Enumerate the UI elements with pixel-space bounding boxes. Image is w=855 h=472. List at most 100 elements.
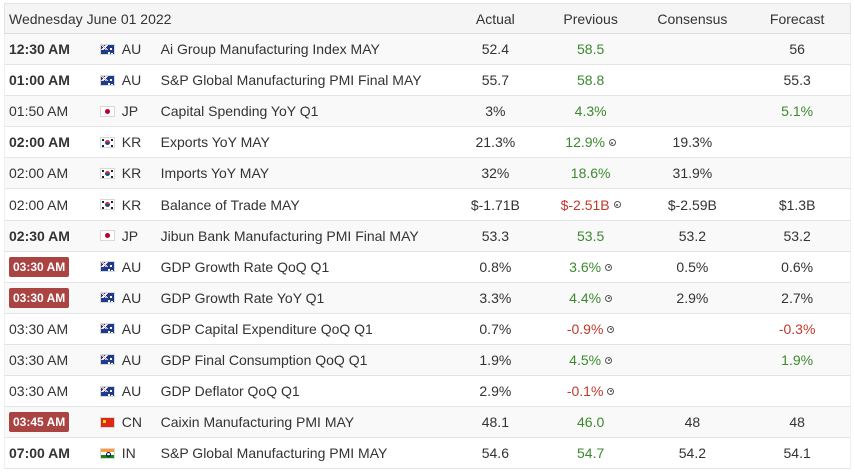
time-cell: 03:45 AM	[5, 412, 97, 433]
forecast-cell: 2.7%	[744, 290, 850, 306]
time-badge: 03:45 AM	[9, 412, 70, 433]
actual-value: 21.3%	[475, 134, 516, 151]
event-link[interactable]: Exports YoY MAY	[160, 134, 270, 151]
consensus-value: 54.2	[678, 445, 707, 462]
event-link[interactable]: GDP Deflator QoQ Q1	[160, 383, 300, 400]
revised-icon[interactable]	[605, 356, 613, 364]
table-row[interactable]: 03:30 AM AU GDP Deflator QoQ Q1 2.9% -0.1%	[4, 376, 851, 408]
actual-value: 1.9%	[479, 351, 512, 368]
event-time: 03:30 AM	[9, 383, 69, 400]
forecast-column-header[interactable]: Forecast	[769, 10, 825, 27]
previous-value: 18.6%	[570, 165, 611, 182]
previous-cell: 53.5	[541, 228, 641, 244]
forecast-cell: 54.1	[744, 445, 850, 461]
event-link[interactable]: Jibun Bank Manufacturing PMI Final MAY	[160, 227, 419, 244]
time-cell: 02:00 AM	[5, 197, 97, 213]
flag-au-icon	[100, 43, 116, 55]
event-link[interactable]: Balance of Trade MAY	[160, 196, 300, 213]
forecast-cell: -0.3%	[744, 321, 850, 337]
previous-value: 58.5	[577, 41, 605, 58]
country-code: AU	[121, 351, 142, 368]
revised-icon[interactable]	[613, 201, 621, 209]
previous-value: 4.3%	[574, 103, 607, 120]
table-row[interactable]: 03:30 AM AU GDP Capital Expenditure QoQ Q1…	[4, 313, 851, 345]
event-time: 03:30 AM	[9, 320, 69, 337]
flag-cell	[97, 354, 119, 366]
forecast-value: 0.6%	[781, 258, 814, 275]
country-code: AU	[121, 320, 142, 337]
event-time: 02:00 AM	[9, 165, 69, 182]
table-row[interactable]: 03:30 AM AU GDP Growth Rate YoY Q1 3.3% 4.4%…	[4, 282, 851, 314]
time-cell: 02:00 AM	[5, 134, 97, 150]
previous-value: -0.1%	[566, 383, 604, 400]
flag-jp-icon	[100, 105, 116, 117]
event-link[interactable]: Caixin Manufacturing PMI MAY	[160, 414, 355, 431]
event-link[interactable]: Capital Spending YoY Q1	[160, 103, 319, 120]
event-link[interactable]: GDP Growth Rate QoQ Q1	[160, 258, 330, 275]
table-row[interactable]: 03:45 AM CN Caixin Manufacturing PMI MAY 48…	[4, 407, 851, 439]
consensus-column-header[interactable]: Consensus	[657, 10, 728, 27]
previous-value: -0.9%	[566, 320, 604, 337]
country-code: CN	[121, 414, 142, 431]
event-link[interactable]: GDP Final Consumption QoQ Q1	[160, 351, 368, 368]
previous-cell: 4.4%	[541, 290, 641, 306]
table-row[interactable]: 12:30 AM AU Ai Group Manufacturing Index M…	[4, 34, 851, 66]
event-link[interactable]: GDP Capital Expenditure QoQ Q1	[160, 320, 373, 337]
actual-value: 0.8%	[479, 258, 512, 275]
event-link[interactable]: Ai Group Manufacturing Index MAY	[160, 41, 380, 58]
flag-cell	[97, 261, 119, 273]
table-row[interactable]: 03:30 AM AU GDP Growth Rate QoQ Q1 0.8% 3.6%…	[4, 251, 851, 283]
flag-jp-icon	[100, 230, 116, 242]
event-link[interactable]: S&P Global Manufacturing PMI Final MAY	[160, 72, 422, 89]
country-code: AU	[121, 383, 142, 400]
country-code: AU	[121, 289, 142, 306]
previous-cell: 54.7	[541, 445, 641, 461]
actual-value: 0.7%	[479, 320, 512, 337]
revised-icon[interactable]	[607, 387, 615, 395]
previous-cell: -0.9%	[541, 321, 641, 337]
actual-value: 53.3	[481, 227, 509, 244]
table-row[interactable]: 02:00 AM KR Balance of Trade MAY $-1.71B $-2…	[4, 189, 851, 221]
previous-cell: $-2.51B	[541, 197, 641, 213]
forecast-cell: 1.9%	[744, 352, 850, 368]
consensus-value: 19.3%	[672, 134, 713, 151]
date-header: Wednesday June 01 2022	[9, 10, 172, 27]
forecast-value: $1.3B	[778, 196, 816, 213]
actual-value: 2.9%	[479, 383, 512, 400]
previous-cell: 46.0	[541, 414, 641, 430]
actual-value: $-1.71B	[470, 196, 520, 213]
revised-icon[interactable]	[607, 325, 615, 333]
time-cell: 12:30 AM	[5, 41, 97, 57]
flag-cell	[97, 136, 119, 148]
table-row[interactable]: 02:00 AM KR Imports YoY MAY 32% 18.6% 31.9%	[4, 158, 851, 190]
time-cell: 03:30 AM	[5, 256, 97, 277]
table-row[interactable]: 07:00 AM IN S&P Global Manufacturing PMI M…	[4, 438, 851, 470]
previous-cell: 12.9%	[541, 134, 641, 150]
revised-icon[interactable]	[605, 263, 613, 271]
revised-icon[interactable]	[605, 294, 613, 302]
flag-cell	[97, 385, 119, 397]
table-row[interactable]: 03:30 AM AU GDP Final Consumption QoQ Q1 1.…	[4, 344, 851, 377]
country-code: KR	[121, 165, 142, 182]
event-link[interactable]: S&P Global Manufacturing PMI MAY	[160, 445, 388, 462]
flag-kr-icon	[100, 136, 116, 148]
previous-column-header[interactable]: Previous	[563, 10, 618, 27]
forecast-value: -0.3%	[778, 320, 816, 337]
previous-cell: -0.1%	[541, 383, 641, 399]
forecast-cell: 56	[744, 41, 850, 57]
event-link[interactable]: Imports YoY MAY	[160, 165, 270, 182]
actual-column-header[interactable]: Actual	[475, 10, 515, 27]
revised-icon[interactable]	[608, 139, 616, 147]
flag-au-icon	[100, 292, 116, 304]
table-row[interactable]: 02:00 AM KR Exports YoY MAY 21.3% 12.9% 19.3%	[4, 127, 851, 159]
forecast-value: 56	[789, 41, 805, 58]
consensus-value: 31.9%	[672, 165, 713, 182]
event-link[interactable]: GDP Growth Rate YoY Q1	[160, 289, 325, 306]
country-code: AU	[121, 258, 142, 275]
table-row[interactable]: 01:00 AM AU S&P Global Manufacturing PMI F…	[4, 65, 851, 97]
table-row[interactable]: 01:50 AM JP Capital Spending YoY Q1 3% 4.3% 5…	[4, 96, 851, 128]
previous-value: $-2.51B	[560, 196, 610, 213]
table-row[interactable]: 02:30 AM JP Jibun Bank Manufacturing PMI F…	[4, 220, 851, 252]
time-cell: 01:00 AM	[5, 72, 97, 88]
flag-cell	[97, 416, 119, 428]
